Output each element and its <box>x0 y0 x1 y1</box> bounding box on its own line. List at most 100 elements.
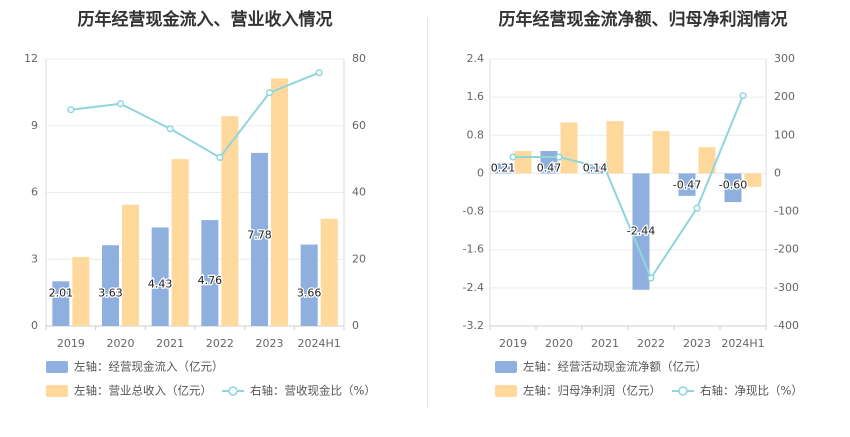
bar-primary <box>494 163 512 174</box>
legend-label: 右轴：营收现金比（%） <box>250 384 376 398</box>
ratio-line-point <box>601 164 609 173</box>
left-axis-tick-label: 3 <box>31 252 38 265</box>
left-axis-tick-label: -0.8 <box>463 205 484 218</box>
left-axis-tick-label: -2.4 <box>463 281 484 294</box>
bar-primary <box>102 245 119 326</box>
bar-secondary <box>72 257 90 326</box>
bar-data-label: 3.66 <box>297 286 322 299</box>
legend-swatch <box>495 385 517 397</box>
category-label: 2020 <box>107 337 135 350</box>
ratio-line <box>70 71 320 159</box>
left-axis-tick-label: 1.6 <box>467 90 485 103</box>
panel-divider <box>427 18 428 408</box>
bar-secondary <box>560 122 578 174</box>
category-label: 2024H1 <box>298 337 341 350</box>
bar-secondary <box>221 116 239 327</box>
chart-panel-2: 历年经营现金流净额、归母净利润情况 -3.2 -2.4 -1.6 -0.8 0 0.8 1.6… <box>463 9 803 398</box>
category-label: 2022 <box>206 337 234 350</box>
right-axis-tick-label: 0 <box>774 166 781 179</box>
category-label: 2020 <box>545 337 573 350</box>
bar-secondary <box>271 78 288 326</box>
legend-swatch <box>46 385 68 397</box>
bar-data-label: 3.63 <box>98 287 123 300</box>
right-axis-tick-label: -100 <box>774 205 799 218</box>
bar-secondary <box>606 120 624 174</box>
bar-data-label: 0.14 <box>583 161 608 174</box>
right-axis-tick-label: 20 <box>352 252 366 265</box>
legend-marker <box>678 386 688 396</box>
bar-data-label: 4.76 <box>198 274 223 287</box>
right-axis-tick-label: -300 <box>774 281 799 294</box>
ratio-line-point <box>739 92 747 100</box>
ratio-line-point <box>555 153 563 161</box>
legend: 左轴：经营现金流入（亿元） 左轴：营业总收入（亿元） 右轴：营收现金比（%） <box>46 360 376 398</box>
left-axis-tick-label: 9 <box>31 119 38 132</box>
right-axis-tick-label: 100 <box>774 128 795 141</box>
ratio-line-point <box>166 125 174 133</box>
bar-primary <box>586 166 604 174</box>
bar-primary <box>52 281 70 326</box>
bar-secondary <box>171 159 189 326</box>
bar-data-label: 4.43 <box>148 278 173 291</box>
left-axis-tick-label: 0.8 <box>467 128 485 141</box>
left-axis-tick-label: 12 <box>24 52 38 65</box>
legend-label: 左轴：经营现金流入（亿元） <box>74 360 224 374</box>
legend-swatch <box>46 361 68 373</box>
legend-marker <box>228 386 238 396</box>
right-axis-tick-label: 60 <box>352 119 366 132</box>
legend-label: 右轴：净现比（%） <box>700 384 803 398</box>
category-label: 2019 <box>499 337 527 350</box>
ratio-line-point <box>693 204 701 212</box>
left-axis-tick-label: 0 <box>477 166 484 179</box>
category-label: 2023 <box>256 337 284 350</box>
bar-primary <box>300 244 318 326</box>
bar-primary <box>201 220 219 326</box>
bar-primary <box>151 227 169 326</box>
right-axis-tick-label: -400 <box>774 319 799 332</box>
bar-data-label: -2.44 <box>627 225 655 238</box>
legend-swatch <box>495 361 517 373</box>
left-axis-tick-label: 6 <box>31 186 38 199</box>
left-axis-tick-label: 0 <box>31 319 38 332</box>
ratio-line-point <box>67 106 75 114</box>
right-axis-tick-label: 40 <box>352 186 366 199</box>
right-axis-tick-label: 0 <box>352 319 359 332</box>
chart-title: 历年经营现金流净额、归母净利润情况 <box>499 9 788 30</box>
legend-label: 左轴：经营活动现金流净额（亿元） <box>523 360 707 374</box>
bar-primary <box>632 173 650 290</box>
left-axis-tick-label: -1.6 <box>463 243 484 256</box>
ratio-line-point <box>216 153 224 162</box>
bar-secondary <box>514 151 532 174</box>
bar-primary <box>678 173 696 196</box>
legend-label: 左轴：归母净利润（亿元） <box>523 384 661 398</box>
category-label: 2024H1 <box>721 337 764 350</box>
left-axis-tick-label: -3.2 <box>463 319 484 332</box>
chart-title: 历年经营现金流入、营业收入情况 <box>78 9 333 30</box>
bar-secondary <box>698 147 716 174</box>
legend: 左轴：经营活动现金流净额（亿元） 左轴：归母净利润（亿元） 右轴：净现比（%） <box>495 360 803 398</box>
ratio-line-point <box>315 69 323 77</box>
right-axis-tick-label: 80 <box>352 52 366 65</box>
right-axis-tick-label: -200 <box>774 243 799 256</box>
right-axis-tick-label: 300 <box>774 52 795 65</box>
bar-data-label: 0.47 <box>537 161 562 174</box>
bar-data-label: 2.01 <box>49 286 74 299</box>
bar-primary <box>724 173 742 203</box>
right-axis-tick-label: 200 <box>774 90 795 103</box>
bar-primary <box>251 152 268 326</box>
bar-data-label: 7.78 <box>247 228 272 241</box>
bar-secondary <box>652 130 670 174</box>
category-label: 2021 <box>591 337 619 350</box>
ratio-line <box>513 95 744 281</box>
legend-label: 左轴：营业总收入（亿元） <box>74 384 212 398</box>
category-label: 2022 <box>637 337 665 350</box>
category-label: 2019 <box>57 337 85 350</box>
left-axis-tick-label: 2.4 <box>467 52 485 65</box>
ratio-line-point <box>116 100 125 108</box>
ratio-line-point <box>265 89 274 97</box>
bar-secondary <box>122 204 139 326</box>
ratio-line-point <box>509 153 517 161</box>
category-label: 2023 <box>683 337 711 350</box>
